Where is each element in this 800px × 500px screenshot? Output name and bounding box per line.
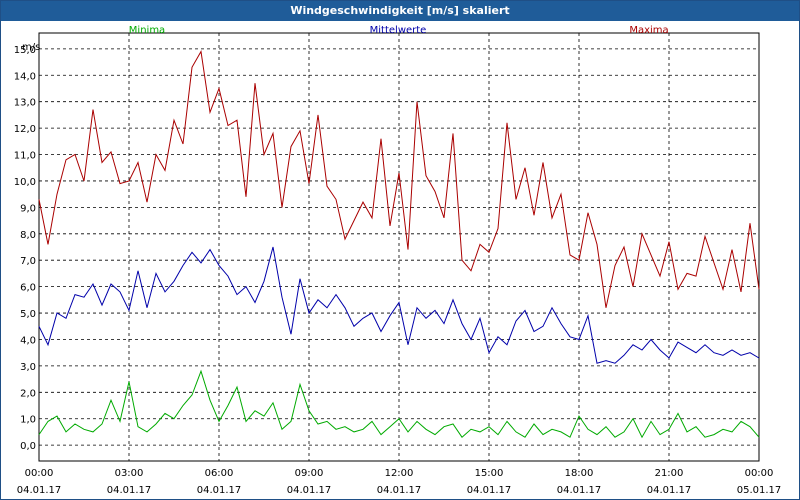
x-tick-time: 12:00	[385, 468, 414, 479]
y-unit-label: m/s	[22, 42, 40, 53]
y-tick-label: 6,0	[20, 283, 36, 294]
y-tick-label: 11,0	[14, 151, 36, 162]
plot-area	[38, 32, 760, 462]
y-tick-label: 15,0	[14, 45, 36, 56]
y-tick-label: 2,0	[20, 388, 36, 399]
y-tick-label: 5,0	[20, 309, 36, 320]
y-tick-label: 1,0	[20, 415, 36, 426]
chart-title: Windgeschwindigkeit [m/s] skaliert	[1, 1, 799, 21]
x-tick-date: 04.01.17	[17, 485, 62, 496]
legend-minima: Minima	[129, 25, 165, 36]
x-tick-date: 04.01.17	[197, 485, 242, 496]
y-tick-label: 12,0	[14, 124, 36, 135]
x-tick-time: 06:00	[205, 468, 234, 479]
maxima-line	[38, 49, 760, 308]
x-tick-date: 05.01.17	[737, 485, 782, 496]
x-tick-time: 00:00	[745, 468, 774, 479]
x-tick-time: 21:00	[655, 468, 684, 479]
y-tick-label: 8,0	[20, 230, 36, 241]
x-tick-time: 00:00	[25, 468, 54, 479]
x-tick-time: 09:00	[295, 468, 324, 479]
y-tick-label: 9,0	[20, 203, 36, 214]
mittelwerte-line	[38, 246, 760, 364]
legend-maxima: Maxima	[629, 25, 668, 36]
series-lines	[38, 49, 760, 439]
y-tick-label: 4,0	[20, 335, 36, 346]
y-tick-label: 13,0	[14, 98, 36, 109]
grid	[39, 33, 759, 461]
y-tick-label: 14,0	[14, 71, 36, 82]
y-tick-label: 0,0	[20, 441, 36, 452]
x-tick-time: 03:00	[115, 468, 144, 479]
x-axis-ticks: 00:00 04.01.17 03:00 04.01.17 06:00 04.01.17 0…	[17, 468, 782, 496]
x-tick-date: 04.01.17	[107, 485, 152, 496]
x-tick-date: 04.01.17	[647, 485, 692, 496]
y-tick-label: 7,0	[20, 256, 36, 267]
legend-mittelwerte: Mittelwerte	[370, 25, 427, 36]
x-tick-time: 18:00	[565, 468, 594, 479]
minima-line	[38, 369, 760, 439]
y-tick-label: 3,0	[20, 362, 36, 373]
x-tick-date: 04.01.17	[377, 485, 422, 496]
x-tick-date: 04.01.17	[287, 485, 332, 496]
x-tick-date: 04.01.17	[467, 485, 512, 496]
y-axis-ticks: 0,0 1,0 2,0 3,0 4,0 5,0 6,0 7,0 8,0 9,0 10,0 11,0 12…	[14, 45, 36, 452]
y-tick-label: 10,0	[14, 177, 36, 188]
x-tick-time: 15:00	[475, 468, 504, 479]
x-tick-date: 04.01.17	[557, 485, 602, 496]
